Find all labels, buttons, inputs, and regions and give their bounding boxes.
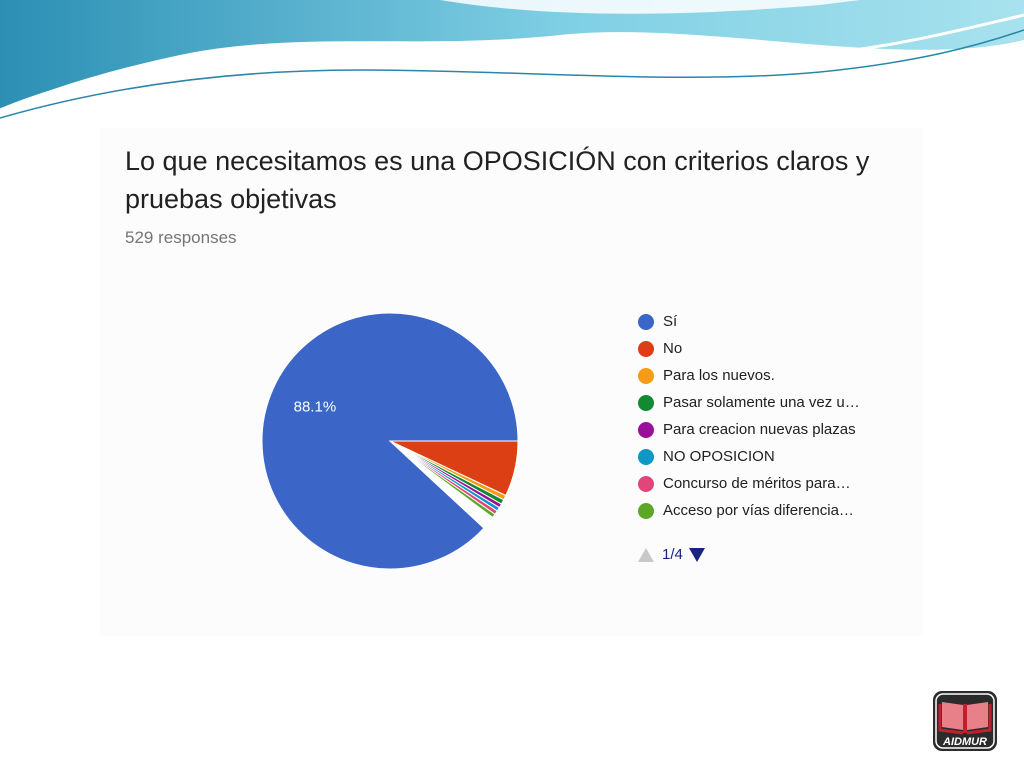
legend-item[interactable]: Acceso por vías diferencia…: [638, 497, 918, 524]
pie-slice-other[interactable]: [389, 440, 494, 529]
legend-pager: 1/4: [638, 546, 705, 563]
previous-page-arrow-icon[interactable]: [638, 547, 654, 562]
legend-swatch-icon: [638, 421, 654, 438]
chart-title: Lo que necesitamos es una OPOSICIÓN con …: [125, 146, 870, 214]
legend-label: Para los nuevos.: [663, 367, 775, 384]
pager-text: 1/4: [662, 546, 683, 563]
legend-label: Sí: [663, 313, 678, 330]
legend-swatch-icon: [638, 367, 654, 384]
svg-text:AIDMUR: AIDMUR: [942, 736, 987, 748]
legend-item[interactable]: Concurso de méritos para…: [638, 470, 918, 497]
legend-label: No: [663, 340, 683, 357]
legend-label: Acceso por vías diferencia…: [663, 502, 854, 519]
legend-label: Para creacion nuevas plazas: [663, 421, 856, 438]
legend-swatch-icon: [638, 394, 654, 411]
legend-label: Pasar solamente una vez u…: [663, 394, 860, 411]
legend-item[interactable]: No: [638, 335, 918, 362]
legend-label: NO OPOSICION: [663, 448, 775, 465]
chart-card: Lo que necesitamos es una OPOSICIÓN con …: [100, 128, 922, 636]
legend-swatch-icon: [638, 313, 654, 330]
legend-label: Concurso de méritos para…: [663, 475, 851, 492]
chart-legend: Sí No Para los nuevos. Pasar solamente una …: [638, 308, 918, 524]
legend-item[interactable]: Para los nuevos.: [638, 362, 918, 389]
legend-swatch-icon: [638, 475, 654, 492]
legend-item[interactable]: Sí: [638, 308, 918, 335]
legend-item[interactable]: Pasar solamente una vez u…: [638, 389, 918, 416]
legend-swatch-icon: [638, 502, 654, 519]
legend-item[interactable]: NO OPOSICION: [638, 443, 918, 470]
response-count: 529 responses: [125, 228, 237, 247]
slice-percent-label: 88.1%: [294, 399, 337, 416]
pie-chart: 88.1%: [261, 312, 519, 570]
legend-swatch-icon: [638, 448, 654, 465]
legend-swatch-icon: [638, 340, 654, 357]
aidmur-logo: AIDMUR: [933, 691, 997, 751]
next-page-arrow-icon[interactable]: [688, 547, 705, 562]
legend-item[interactable]: Para creacion nuevas plazas: [638, 416, 918, 443]
header-wave-decoration: [0, 0, 1024, 119]
